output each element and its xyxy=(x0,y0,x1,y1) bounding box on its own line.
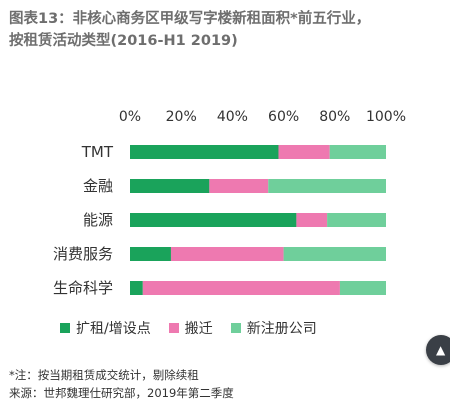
scroll-top-button[interactable]: ▲ xyxy=(426,335,450,365)
category-label: 生命科学 xyxy=(53,279,113,297)
x-tick-label: 40% xyxy=(217,109,248,125)
bar-segment xyxy=(339,281,386,295)
legend-swatch xyxy=(60,323,70,333)
bar-segment xyxy=(130,145,279,159)
note-line: *注：按当期租赁成交统计，剔除续租 xyxy=(9,368,199,382)
chevron-up-icon: ▲ xyxy=(436,343,446,357)
bar-segment xyxy=(209,179,269,193)
bar-segment xyxy=(296,213,328,227)
x-tick-label: 20% xyxy=(166,109,197,125)
bar-segment xyxy=(268,179,386,193)
chart-legend: 扩租/增设点 搬迁 新注册公司 xyxy=(60,317,335,339)
source-line: 来源：世邦魏理仕研究部，2019年第二季度 xyxy=(9,386,234,400)
x-tick-label: 100% xyxy=(366,109,406,125)
bar-segment xyxy=(130,213,297,227)
bar-segment xyxy=(283,247,386,261)
legend-label: 扩租/增设点 xyxy=(76,321,151,337)
legend-item: 新注册公司 xyxy=(230,318,317,338)
chart-title: 图表13：非核心商务区甲级写字楼新租面积*前五行业， 按租赁活动类型(2016-… xyxy=(9,8,441,52)
legend-swatch xyxy=(230,323,241,333)
category-label: TMT xyxy=(81,143,114,161)
chart-notes: *注：按当期租赁成交统计，剔除续租 来源：世邦魏理仕研究部，2019年第二季度 xyxy=(9,366,234,402)
x-tick-label: 60% xyxy=(268,109,299,125)
legend-item: 搬迁 xyxy=(168,318,213,338)
legend-label: 搬迁 xyxy=(184,321,213,337)
x-tick-label: 80% xyxy=(319,109,350,125)
bar-segment xyxy=(170,247,284,261)
bar-segment xyxy=(130,247,171,261)
bar-segment xyxy=(142,281,340,295)
chart-title-line2: 按租赁活动类型(2016-H1 2019) xyxy=(9,33,238,49)
bar-segment xyxy=(130,179,210,193)
legend-item: 扩租/增设点 xyxy=(60,318,151,338)
bar-segment xyxy=(329,145,386,159)
category-label: 消费服务 xyxy=(53,245,113,263)
legend-label: 新注册公司 xyxy=(246,321,317,337)
bar-segment xyxy=(130,281,143,295)
bar-segment xyxy=(327,213,386,227)
chart-title-line1: 图表13：非核心商务区甲级写字楼新租面积*前五行业， xyxy=(9,11,371,27)
x-tick-label: 0% xyxy=(119,109,141,125)
bar-segment xyxy=(278,145,330,159)
legend-swatch xyxy=(168,323,179,333)
category-label: 能源 xyxy=(83,211,113,229)
category-label: 金融 xyxy=(83,177,113,195)
